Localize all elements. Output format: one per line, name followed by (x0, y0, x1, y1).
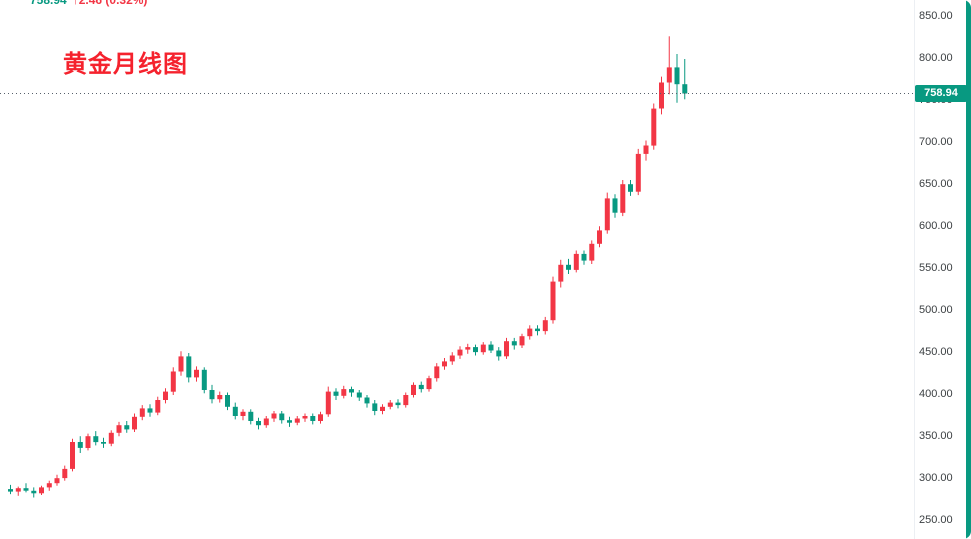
axis-tick-label: 650.00 (919, 178, 953, 190)
axis-tick-label: 600.00 (919, 220, 953, 232)
axis-tick-label: 500.00 (919, 304, 953, 316)
legend-price: 758.94 (30, 0, 67, 7)
axis-tick-label: 800.00 (919, 52, 953, 64)
axis-tick-label: 550.00 (919, 262, 953, 274)
axis-tick-label: 450.00 (919, 346, 953, 358)
legend-change: ↑2.46 (0.32%) (72, 0, 148, 7)
axis-tick-label: 300.00 (919, 472, 953, 484)
symbol-legend: 758.94 ↑2.46 (0.32%) (30, 0, 147, 7)
right-edge-accent (966, 0, 971, 539)
axis-tick-label: 700.00 (919, 136, 953, 148)
axis-tick-label: 350.00 (919, 430, 953, 442)
axis-tick-label: 400.00 (919, 388, 953, 400)
axis-tick-label: 850.00 (919, 10, 953, 22)
price-axis[interactable]: 850.00800.00750.00700.00650.00600.00550.… (915, 0, 966, 539)
chart-title: 黄金月线图 (63, 51, 188, 78)
axis-tick-label: 250.00 (919, 514, 953, 526)
axis-separator (914, 0, 915, 539)
candlestick-chart[interactable] (0, 0, 915, 539)
current-price-badge: 758.94 (915, 84, 967, 102)
